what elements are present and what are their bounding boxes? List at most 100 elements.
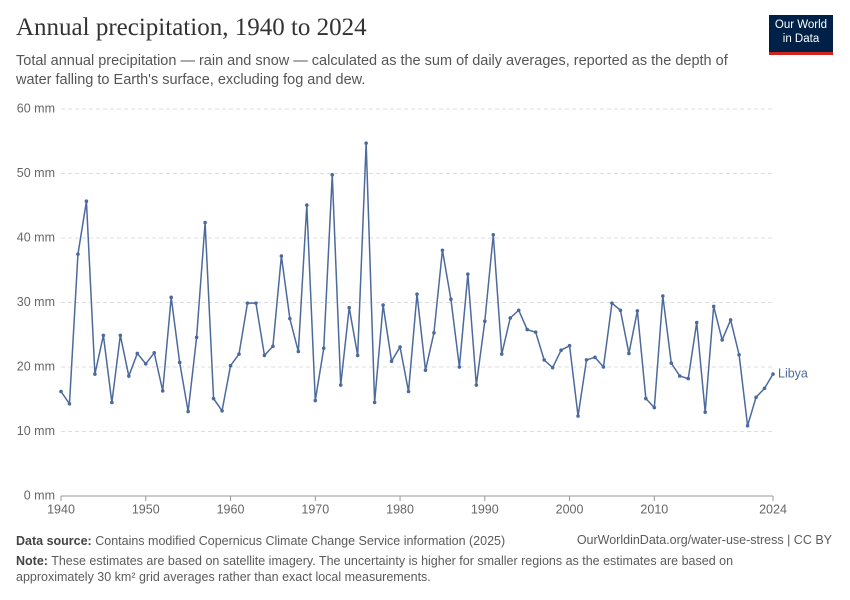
- x-tick-label: 2000: [556, 502, 584, 516]
- x-tick-label: 1970: [301, 502, 329, 516]
- point: [533, 330, 538, 334]
- y-tick-label: 0 mm: [24, 488, 55, 502]
- y-tick-label: 40 mm: [17, 230, 55, 244]
- point: [194, 335, 199, 340]
- point: [644, 396, 648, 401]
- point: [720, 338, 724, 342]
- source-label: Data source:: [16, 534, 92, 548]
- series-label: Libya: [778, 366, 808, 380]
- point: [711, 304, 716, 309]
- point: [415, 292, 419, 296]
- point: [254, 301, 258, 305]
- point: [135, 351, 140, 356]
- note: Note: These estimates are based on satel…: [16, 553, 776, 585]
- point: [432, 331, 436, 335]
- point: [423, 368, 428, 373]
- x-tick-label: 1960: [217, 502, 245, 516]
- point: [449, 297, 453, 302]
- point: [279, 254, 284, 258]
- point: [313, 398, 318, 403]
- point: [694, 320, 699, 325]
- point: [754, 395, 758, 400]
- point: [321, 346, 326, 351]
- point: [677, 374, 682, 378]
- point: [186, 409, 190, 414]
- x-tick-label: 1950: [132, 502, 160, 516]
- logo-line: Our World: [774, 19, 828, 31]
- point: [372, 400, 377, 405]
- y-tick-label: 50 mm: [17, 166, 55, 180]
- point: [101, 333, 106, 338]
- point: [737, 352, 741, 357]
- point: [296, 349, 301, 354]
- point: [84, 199, 89, 204]
- source-text: Contains modified Copernicus Climate Cha…: [95, 534, 506, 548]
- chart-title: Annual precipitation, 1940 to 2024: [16, 14, 367, 41]
- point: [110, 400, 114, 405]
- x-tick-label: 1940: [47, 502, 75, 516]
- point: [601, 365, 606, 369]
- point: [67, 401, 72, 406]
- point: [406, 389, 411, 394]
- point: [567, 343, 572, 348]
- point: [330, 172, 335, 177]
- point: [271, 344, 275, 349]
- x-tick-label: 1980: [386, 502, 414, 516]
- point: [635, 309, 640, 313]
- point: [457, 365, 462, 369]
- point: [525, 327, 529, 332]
- point: [474, 383, 479, 387]
- point: [593, 355, 597, 360]
- y-tick-label: 30 mm: [17, 295, 55, 309]
- point: [542, 358, 546, 362]
- point: [652, 405, 657, 410]
- point: [627, 351, 631, 356]
- point: [728, 318, 733, 322]
- x-tick-label: 2010: [640, 502, 668, 516]
- y-tick-label: 20 mm: [17, 359, 55, 373]
- point: [220, 409, 224, 413]
- logo-line: in Data: [782, 33, 820, 45]
- point: [237, 352, 241, 356]
- note-label: Note:: [16, 554, 48, 568]
- point: [499, 352, 504, 356]
- y-tick-label: 60 mm: [17, 101, 55, 115]
- point: [59, 389, 63, 394]
- point: [771, 372, 775, 376]
- point: [661, 294, 665, 298]
- y-tick-label: 10 mm: [17, 424, 55, 438]
- point: [686, 376, 691, 381]
- point: [203, 220, 207, 225]
- point: [466, 272, 470, 276]
- point: [338, 383, 343, 387]
- point: [169, 295, 173, 300]
- point: [550, 365, 555, 370]
- point: [610, 301, 614, 305]
- point: [584, 358, 589, 362]
- url[interactable]: OurWorldinData.org/water-use-stress | CC…: [576, 533, 832, 547]
- point: [381, 303, 385, 307]
- point: [491, 232, 496, 237]
- point: [703, 410, 707, 414]
- point: [559, 348, 563, 353]
- point: [355, 353, 360, 358]
- point: [118, 333, 123, 338]
- point: [160, 389, 165, 393]
- point: [262, 353, 267, 358]
- note-text: These estimates are based on satellite i…: [16, 554, 734, 584]
- source: Data source: Contains modified Copernicu…: [16, 533, 505, 549]
- point: [669, 361, 674, 365]
- point: [508, 316, 513, 320]
- point: [364, 141, 368, 145]
- line: [60, 143, 774, 426]
- point: [76, 252, 80, 256]
- point: [152, 351, 157, 355]
- point: [245, 301, 250, 305]
- point: [762, 386, 767, 391]
- point: [483, 319, 487, 324]
- point: [576, 414, 580, 418]
- point: [127, 374, 131, 378]
- logo[interactable]: Our World in Data: [769, 15, 833, 55]
